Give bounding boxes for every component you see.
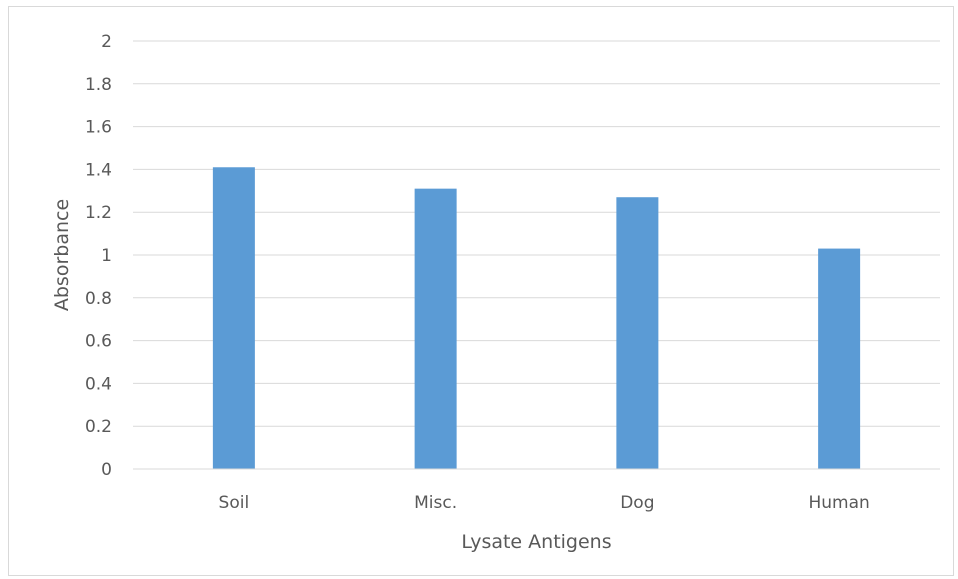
y-tick-label: 0.8 [85, 289, 112, 309]
y-axis-ticks: 0 0.2 0.4 0.6 0.8 1 1.2 1.4 1.6 1.8 2 [85, 32, 112, 480]
bar-soil [212, 167, 255, 469]
y-tick-label: 1 [101, 246, 112, 266]
y-tick-label: 1.8 [85, 75, 112, 95]
bar-human [818, 248, 861, 469]
y-tick-label: 1.2 [85, 203, 112, 223]
bar-dog [616, 197, 659, 469]
y-tick-label: 0.6 [85, 332, 112, 352]
y-tick-label: 1.4 [85, 160, 112, 180]
y-tick-label: 2 [101, 32, 112, 52]
x-tick-label: Human [808, 493, 869, 513]
y-tick-label: 0 [101, 460, 112, 480]
gridlines [133, 40, 940, 427]
y-tick-label: 1.6 [85, 118, 112, 138]
x-tick-label: Soil [219, 493, 250, 513]
y-axis-title: Absorbance [51, 199, 73, 311]
x-axis-title: Lysate Antigens [461, 531, 611, 553]
y-tick-label: 0.2 [85, 417, 112, 437]
x-tick-label: Dog [620, 493, 654, 513]
chart-frame [8, 6, 954, 576]
bar-misc [414, 188, 457, 469]
x-tick-label: Misc. [414, 493, 457, 513]
y-tick-label: 0.4 [85, 374, 112, 394]
x-axis-ticks: Soil Misc. Dog Human [219, 493, 870, 513]
bars [212, 167, 861, 469]
